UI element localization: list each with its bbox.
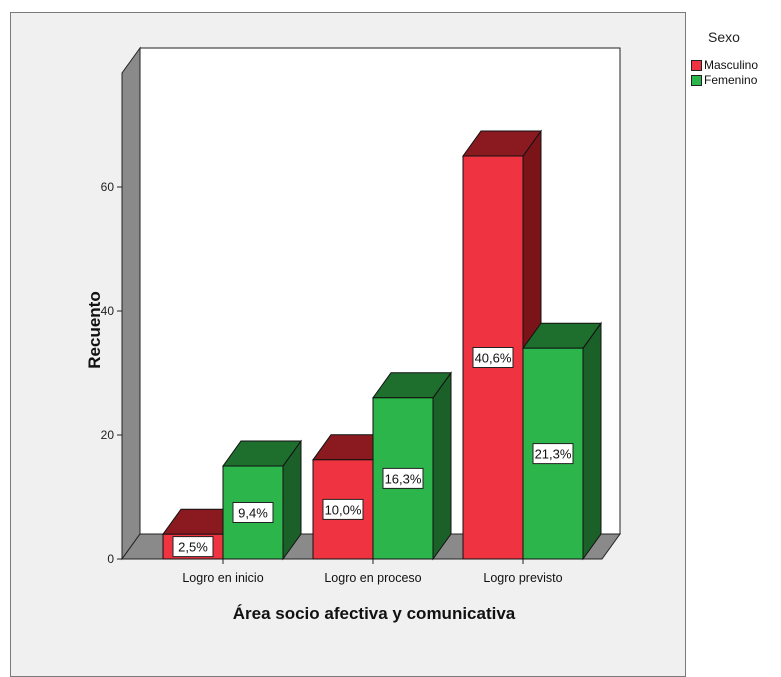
bar-side bbox=[432, 371, 452, 561]
legend-item-femenino: Femenino bbox=[691, 73, 757, 87]
data-label-box bbox=[532, 443, 574, 465]
legend-label-femenino: Femenino bbox=[704, 73, 758, 87]
legend-swatch-femenino bbox=[691, 74, 702, 86]
data-label-box bbox=[472, 347, 514, 368]
data-label-box bbox=[322, 498, 364, 520]
data-label-box bbox=[172, 536, 214, 558]
legend-title: Sexo bbox=[708, 29, 740, 45]
y-tick-label: 60 bbox=[101, 180, 115, 194]
y-axis-title: Recuento bbox=[85, 291, 104, 368]
legend-swatch-masculino bbox=[691, 59, 702, 71]
y-tick-label: 0 bbox=[107, 552, 114, 566]
x-axis-title: Área socio afectiva y comunicativa bbox=[233, 604, 516, 623]
chart-side-wall bbox=[121, 46, 141, 561]
data-label-box bbox=[232, 502, 274, 523]
data-label: 21,3% bbox=[535, 447, 572, 462]
y-tick-label: 40 bbox=[101, 304, 115, 318]
data-label: 9,4% bbox=[238, 506, 268, 521]
data-label: 40,6% bbox=[475, 351, 512, 366]
data-label: 10,0% bbox=[325, 502, 362, 517]
x-tick-label: Logro previsto bbox=[483, 571, 562, 585]
x-tick-label: Logro en proceso bbox=[324, 571, 421, 585]
data-label-box bbox=[382, 467, 424, 489]
data-label: 2,5% bbox=[178, 540, 208, 555]
legend-item-masculino: Masculino bbox=[691, 58, 758, 72]
y-tick-label: 20 bbox=[101, 428, 115, 442]
bar-side bbox=[582, 321, 602, 561]
data-label: 16,3% bbox=[385, 471, 422, 486]
x-tick-label: Logro en inicio bbox=[182, 571, 263, 585]
legend-label-masculino: Masculino bbox=[704, 58, 759, 72]
